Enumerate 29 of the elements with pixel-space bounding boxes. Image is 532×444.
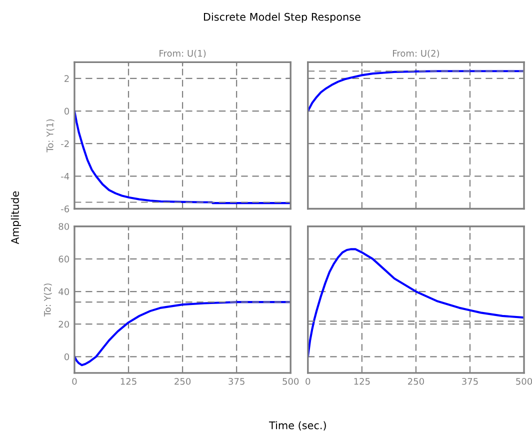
line-series: [74, 110, 291, 204]
chart-title: From: U(1): [160, 50, 206, 58]
x-tick-label: 125: [354, 378, 370, 385]
x-tick-label: 500: [516, 378, 532, 385]
text: Amplitude: [10, 191, 21, 244]
y-tick-label: 40: [58, 288, 70, 296]
y-tick-label: -2: [61, 140, 69, 148]
x-tick-label: 250: [174, 378, 191, 385]
x-tick-label: 250: [408, 378, 424, 385]
x-tick-label: 375: [462, 378, 478, 385]
y-tick-label: 2: [64, 75, 69, 82]
y-tick-label: 0: [64, 353, 70, 360]
x-tick-label: 125: [120, 378, 136, 385]
y-axis-title: To: Y(2): [44, 284, 52, 317]
chart-title: From: U(2): [393, 50, 440, 58]
y-tick-label: -6: [61, 205, 70, 212]
x-tick-label: 0: [306, 378, 310, 385]
x-tick-label: 375: [228, 378, 244, 385]
y-tick-label: -4: [61, 173, 70, 180]
y-axis-title: To: Y(1): [46, 119, 54, 152]
y-tick-label: 60: [58, 256, 70, 262]
text: Discrete Model Step Response: [204, 12, 360, 23]
y-tick-label: 0: [64, 108, 70, 115]
x-tick-label: 500: [282, 378, 299, 385]
text: Time (sec.): [268, 421, 326, 430]
y-tick-label: 80: [58, 223, 70, 230]
y-tick-label: 20: [58, 320, 70, 328]
x-tick-label: 0: [72, 378, 77, 385]
line-series: [74, 301, 291, 366]
